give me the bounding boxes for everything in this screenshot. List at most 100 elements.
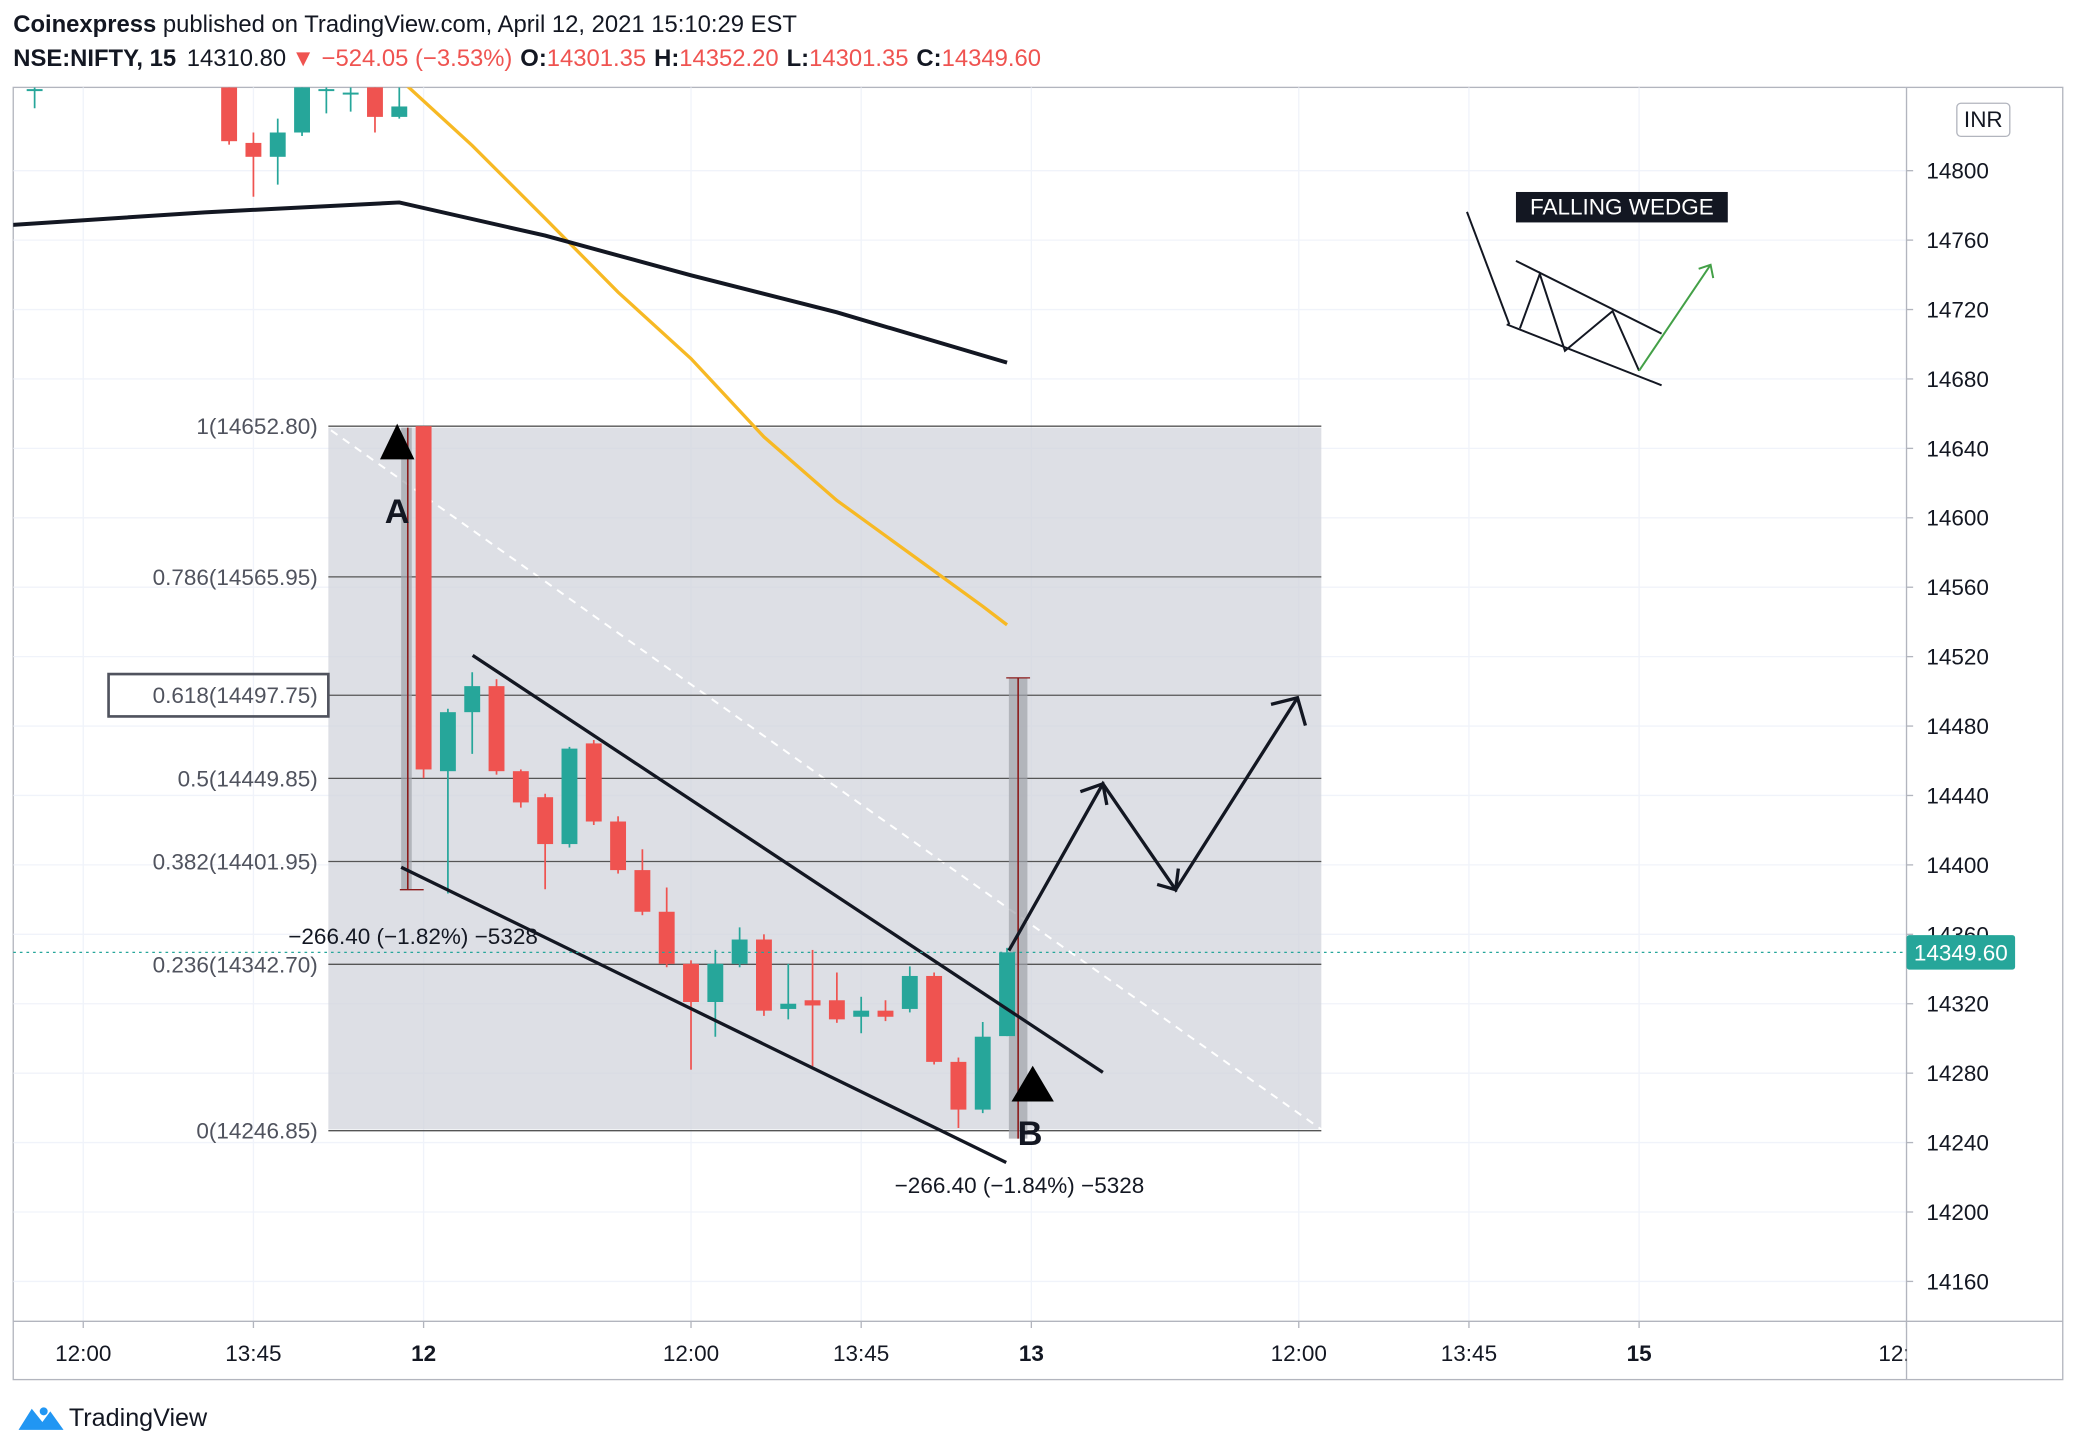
- series-layer: [13, 87, 1015, 1128]
- wedge-zigzag: [1518, 271, 1640, 372]
- candle-body: [610, 821, 627, 871]
- candle-body: [901, 975, 918, 1009]
- h-label: H:: [654, 45, 679, 72]
- symbol: NSE:NIFTY, 15: [13, 45, 176, 72]
- y-tick-label: 14240: [1926, 1131, 1989, 1156]
- candle-body: [439, 712, 456, 772]
- fib-label: 0.382(14401.95): [153, 849, 318, 874]
- candle-body: [877, 1010, 894, 1017]
- candle-body: [26, 89, 43, 92]
- fib-label: 0.618(14497.75): [153, 683, 318, 708]
- y-tick-label: 14640: [1926, 436, 1989, 461]
- wedge-icon: [1466, 211, 1715, 387]
- y-tick-label: 14200: [1926, 1200, 1989, 1225]
- y-tick-label: 14280: [1926, 1061, 1989, 1086]
- candle-body: [537, 797, 554, 845]
- wedge-line: [1466, 211, 1511, 325]
- candle-body: [683, 963, 699, 1003]
- fib-label: 1(14652.80): [196, 414, 317, 439]
- candle-body: [488, 686, 505, 772]
- currency-box: [1956, 102, 2011, 138]
- pattern-label-bg: [1515, 191, 1728, 223]
- header-line-1: Coinexpress published on TradingView.com…: [13, 11, 797, 38]
- y-tick-label: 14760: [1926, 228, 1989, 253]
- l-value: 14301.35: [809, 45, 908, 72]
- logo-dot: [39, 1407, 48, 1416]
- candle-body: [561, 748, 578, 845]
- measure-a-label: −266.40 (−1.82%) −5328: [288, 924, 538, 949]
- y-tick-label: 14560: [1926, 575, 1989, 600]
- x-tick-label: 12: [411, 1341, 436, 1366]
- candle-body: [828, 1000, 845, 1020]
- candle-body: [318, 89, 335, 92]
- arrow-head: [1698, 263, 1715, 279]
- y-tick-label: 14680: [1926, 367, 1989, 392]
- marker-a: [379, 423, 415, 460]
- header-line-2: NSE:NIFTY, 15 14310.80 ▼ −524.05 (−3.53%) O…: [13, 45, 1041, 72]
- label-a: A: [385, 493, 410, 531]
- indicator-line: [13, 200, 1008, 365]
- candle-body: [634, 870, 651, 912]
- x-tick-label: 12:00: [663, 1341, 719, 1366]
- candle-body: [245, 142, 262, 157]
- publisher: Coinexpress: [13, 11, 156, 38]
- c-value: 14349.60: [942, 45, 1041, 72]
- y-tick-label: 14440: [1926, 783, 1989, 808]
- y-tick-label: 14320: [1926, 992, 1989, 1017]
- candle-body: [853, 1010, 870, 1017]
- measure-b-label: −266.40 (−1.84%) −5328: [895, 1173, 1145, 1198]
- candle-body: [342, 92, 359, 95]
- arrow-head: [1270, 695, 1308, 726]
- fib-trend-line: [330, 429, 1322, 1131]
- h-value: 14352.20: [679, 45, 778, 72]
- fib-label: 0.786(14565.95): [153, 565, 318, 590]
- x-tick-label: 13: [1019, 1341, 1044, 1366]
- price: 14310.80: [187, 45, 286, 72]
- y-tick-label: 14400: [1926, 853, 1989, 878]
- candle-body: [707, 963, 724, 1003]
- x-tick-label: 12:00: [1271, 1341, 1327, 1366]
- axes: 1416014200142401428014320143601440014440…: [55, 159, 1989, 1366]
- candle-body: [512, 771, 529, 803]
- x-tick-label: 15: [1627, 1341, 1652, 1366]
- x-tick-label: 13:45: [1441, 1341, 1497, 1366]
- footer-brand: TradingView: [69, 1404, 208, 1432]
- footer-logo: [18, 1407, 64, 1430]
- candle-body: [294, 87, 310, 133]
- indicator-line: [406, 87, 1009, 627]
- change: ▼ −524.05 (−3.53%): [291, 45, 512, 72]
- fib-label: 0.236(14342.70): [153, 952, 318, 977]
- fib-label-box: [107, 672, 330, 718]
- marker-b: [1011, 1065, 1054, 1102]
- x-tick-label: 13:45: [833, 1341, 889, 1366]
- currency: INR: [1964, 107, 2003, 132]
- candle-body: [731, 939, 748, 964]
- logo-shape: [18, 1408, 64, 1430]
- published: published on TradingView.com, April 12, …: [156, 11, 797, 38]
- candle-body: [464, 686, 481, 713]
- chart-frame: [12, 86, 2064, 1381]
- fib-label: 0(14246.85): [196, 1119, 317, 1144]
- fib-label: 0.5(14449.85): [178, 766, 318, 791]
- o-label: O:: [520, 45, 546, 72]
- y-tick-label: 14600: [1926, 506, 1989, 531]
- drawings: [379, 211, 1715, 1164]
- pattern-label: FALLING WEDGE: [1530, 194, 1714, 219]
- channel-upper: [471, 653, 1104, 1074]
- x-tick-label: 12:00: [1878, 1341, 1934, 1366]
- last-price-label: 14349.60: [1914, 940, 2008, 965]
- x-tick-label: 12:00: [55, 1341, 111, 1366]
- wedge-breakout: [1638, 264, 1712, 372]
- x-ticks: 12:00 13:45 12 12:00 13:45 13 12:00 13:45 15 12:0…: [55, 1321, 1934, 1366]
- arrow-head: [1079, 781, 1109, 806]
- candle-body: [804, 1000, 821, 1006]
- y-tick-label: 14800: [1926, 159, 1989, 184]
- y-tick-label: 14160: [1926, 1269, 1989, 1294]
- candle-body: [658, 911, 675, 964]
- y-tick-label: 14720: [1926, 297, 1989, 322]
- label-b: B: [1018, 1115, 1043, 1153]
- candle-body: [780, 1003, 797, 1009]
- arrow-head: [1156, 868, 1180, 892]
- candle-body: [367, 87, 383, 117]
